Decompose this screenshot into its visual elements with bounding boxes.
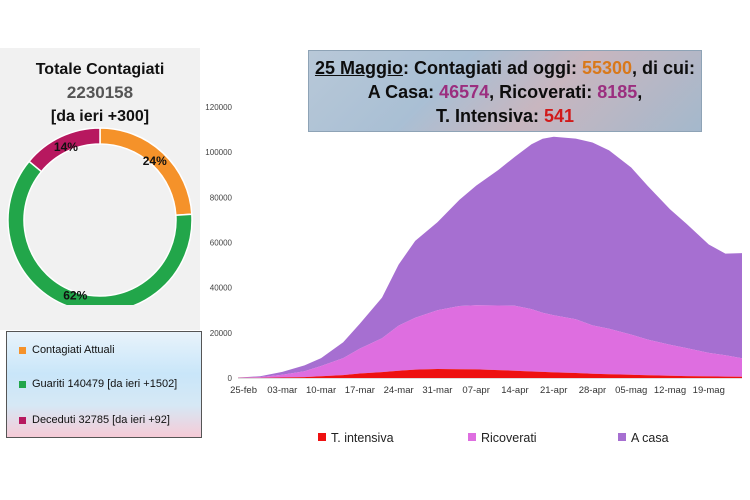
banner-text-1-end: , di cui: xyxy=(632,58,696,78)
headline-banner: 25 Maggio: Contagiati ad oggi: 55300, di… xyxy=(308,50,702,132)
donut-legend: Contagiati Attuali Guariti 140479 [da ie… xyxy=(6,331,202,438)
banner-hosp-value: 8185 xyxy=(597,82,638,102)
y-tick-label: 80000 xyxy=(210,193,233,202)
banner-sep: , Ricoverati: xyxy=(489,82,598,102)
donut-label-2: 14% xyxy=(54,140,78,154)
legend-item-active: Contagiati Attuali xyxy=(19,344,115,356)
banner-comma: , xyxy=(637,82,643,102)
chart-legend-swatch xyxy=(318,433,326,441)
banner-icu-value: 541 xyxy=(543,106,575,126)
area-chart: 0 20000 40000 60000 80000 100000 120000 25-feb 0… xyxy=(205,103,742,445)
y-tick-label: 40000 xyxy=(210,284,233,293)
chart-legend-swatch xyxy=(468,433,476,441)
banner-current-value: 55300 xyxy=(581,58,633,78)
banner-icu-label: T. Intensiva: xyxy=(435,106,544,126)
donut-chart: 24% 62% 14% xyxy=(7,127,193,305)
legend-label-recovered: Guariti 140479 [da ieri +1502] xyxy=(32,378,178,390)
chart-legend-swatch xyxy=(618,433,626,441)
x-tick-label: 28-apr xyxy=(579,385,606,396)
x-tick-label: 31-mar xyxy=(422,385,452,396)
x-tick-label: 03-mar xyxy=(267,385,297,396)
total-delta: [da ieri +300] xyxy=(50,108,150,125)
banner-line-3: T. Intensiva: 541 xyxy=(309,105,701,127)
area-series-ricoverati xyxy=(238,305,742,378)
y-tick-label: 100000 xyxy=(205,148,232,157)
banner-home-value: 46574 xyxy=(439,82,490,102)
donut-slice-1 xyxy=(7,160,193,305)
x-tick-label: 07-apr xyxy=(462,385,489,396)
area-series-t-intensiva xyxy=(238,369,742,378)
chart-legend-label: Ricoverati xyxy=(481,431,537,445)
legend-swatch-active xyxy=(19,346,26,354)
x-tick-label: 24-mar xyxy=(384,385,414,396)
total-value: 2230158 xyxy=(66,83,134,102)
x-tick-label: 25-feb xyxy=(230,385,257,396)
donut-slice-2 xyxy=(28,127,101,173)
x-tick-label: 14-apr xyxy=(501,385,528,396)
legend-label-active: Contagiati Attuali xyxy=(32,344,115,356)
legend-swatch-deceased xyxy=(19,416,26,424)
donut-slice-0 xyxy=(99,127,193,217)
banner-date: 25 Maggio xyxy=(314,58,403,78)
banner-line-1: 25 Maggio: Contagiati ad oggi: 55300, di… xyxy=(309,57,701,79)
total-title: Totale Contagiati xyxy=(35,61,165,78)
legend-swatch-recovered xyxy=(19,380,26,388)
x-tick-label: 21-apr xyxy=(540,385,567,396)
chart-legend-label: A casa xyxy=(631,431,669,445)
y-tick-label: 60000 xyxy=(210,239,233,248)
chart-legend-label: T. intensiva xyxy=(331,431,394,445)
banner-home-label: A Casa: xyxy=(367,82,440,102)
y-tick-label: 0 xyxy=(228,374,233,383)
x-tick-label: 19-mag xyxy=(693,385,725,396)
y-tick-label: 120000 xyxy=(205,103,232,112)
legend-item-deceased: Deceduti 32785 [da ieri +92] xyxy=(19,414,170,426)
banner-text-1: : Contagiati ad oggi: xyxy=(402,58,582,78)
banner-line-2: A Casa: 46574, Ricoverati: 8185, xyxy=(309,81,701,103)
x-tick-label: 05-mag xyxy=(615,385,647,396)
legend-item-recovered: Guariti 140479 [da ieri +1502] xyxy=(19,378,177,390)
area-series-a-casa xyxy=(238,136,742,378)
x-tick-label: 10-mar xyxy=(306,385,336,396)
legend-label-deceased: Deceduti 32785 [da ieri +92] xyxy=(32,414,170,426)
x-tick-label: 17-mar xyxy=(345,385,375,396)
donut-label-0: 24% xyxy=(143,154,167,168)
donut-label-1: 62% xyxy=(63,288,87,302)
y-tick-label: 20000 xyxy=(210,329,233,338)
x-tick-label: 12-mag xyxy=(654,385,686,396)
